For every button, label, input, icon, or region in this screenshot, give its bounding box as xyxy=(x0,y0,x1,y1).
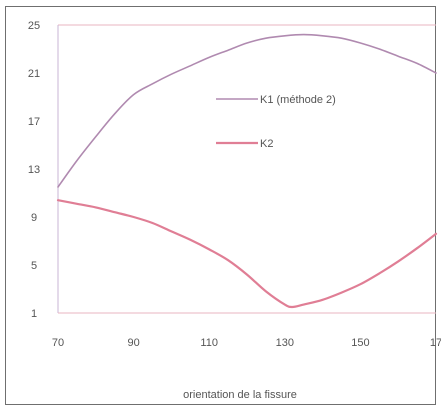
y-axis-ticks: 1 5 9 13 17 21 25 xyxy=(28,20,40,320)
series-line-2 xyxy=(56,199,438,309)
series-layer xyxy=(56,33,438,309)
x-tick-label: 110 xyxy=(200,337,218,349)
x-tick-label: 17 xyxy=(430,337,441,349)
x-axis-ticks: 70 90 110 130 150 17 xyxy=(52,337,441,349)
y-tick-label: 1 xyxy=(31,308,37,320)
x-tick-label: 90 xyxy=(127,337,139,349)
chart-frame xyxy=(5,6,436,405)
y-tick-label: 25 xyxy=(28,20,40,32)
x-axis-label: orientation de la fissure xyxy=(183,389,297,401)
x-tick-label: 70 xyxy=(52,337,64,349)
plot-border xyxy=(57,24,436,314)
y-tick-label: 5 xyxy=(31,260,37,272)
legend: K1 (méthode 2) K2 xyxy=(216,94,336,150)
y-tick-label: 17 xyxy=(28,116,40,128)
y-tick-label: 21 xyxy=(28,68,40,80)
y-tick-label: 13 xyxy=(28,164,40,176)
x-tick-label: 150 xyxy=(351,337,369,349)
y-tick-label: 9 xyxy=(31,212,37,224)
legend-label-2: K2 xyxy=(260,138,273,150)
series-line-1 xyxy=(57,33,437,188)
x-tick-label: 130 xyxy=(276,337,294,349)
legend-label-1: K1 (méthode 2) xyxy=(260,94,336,106)
